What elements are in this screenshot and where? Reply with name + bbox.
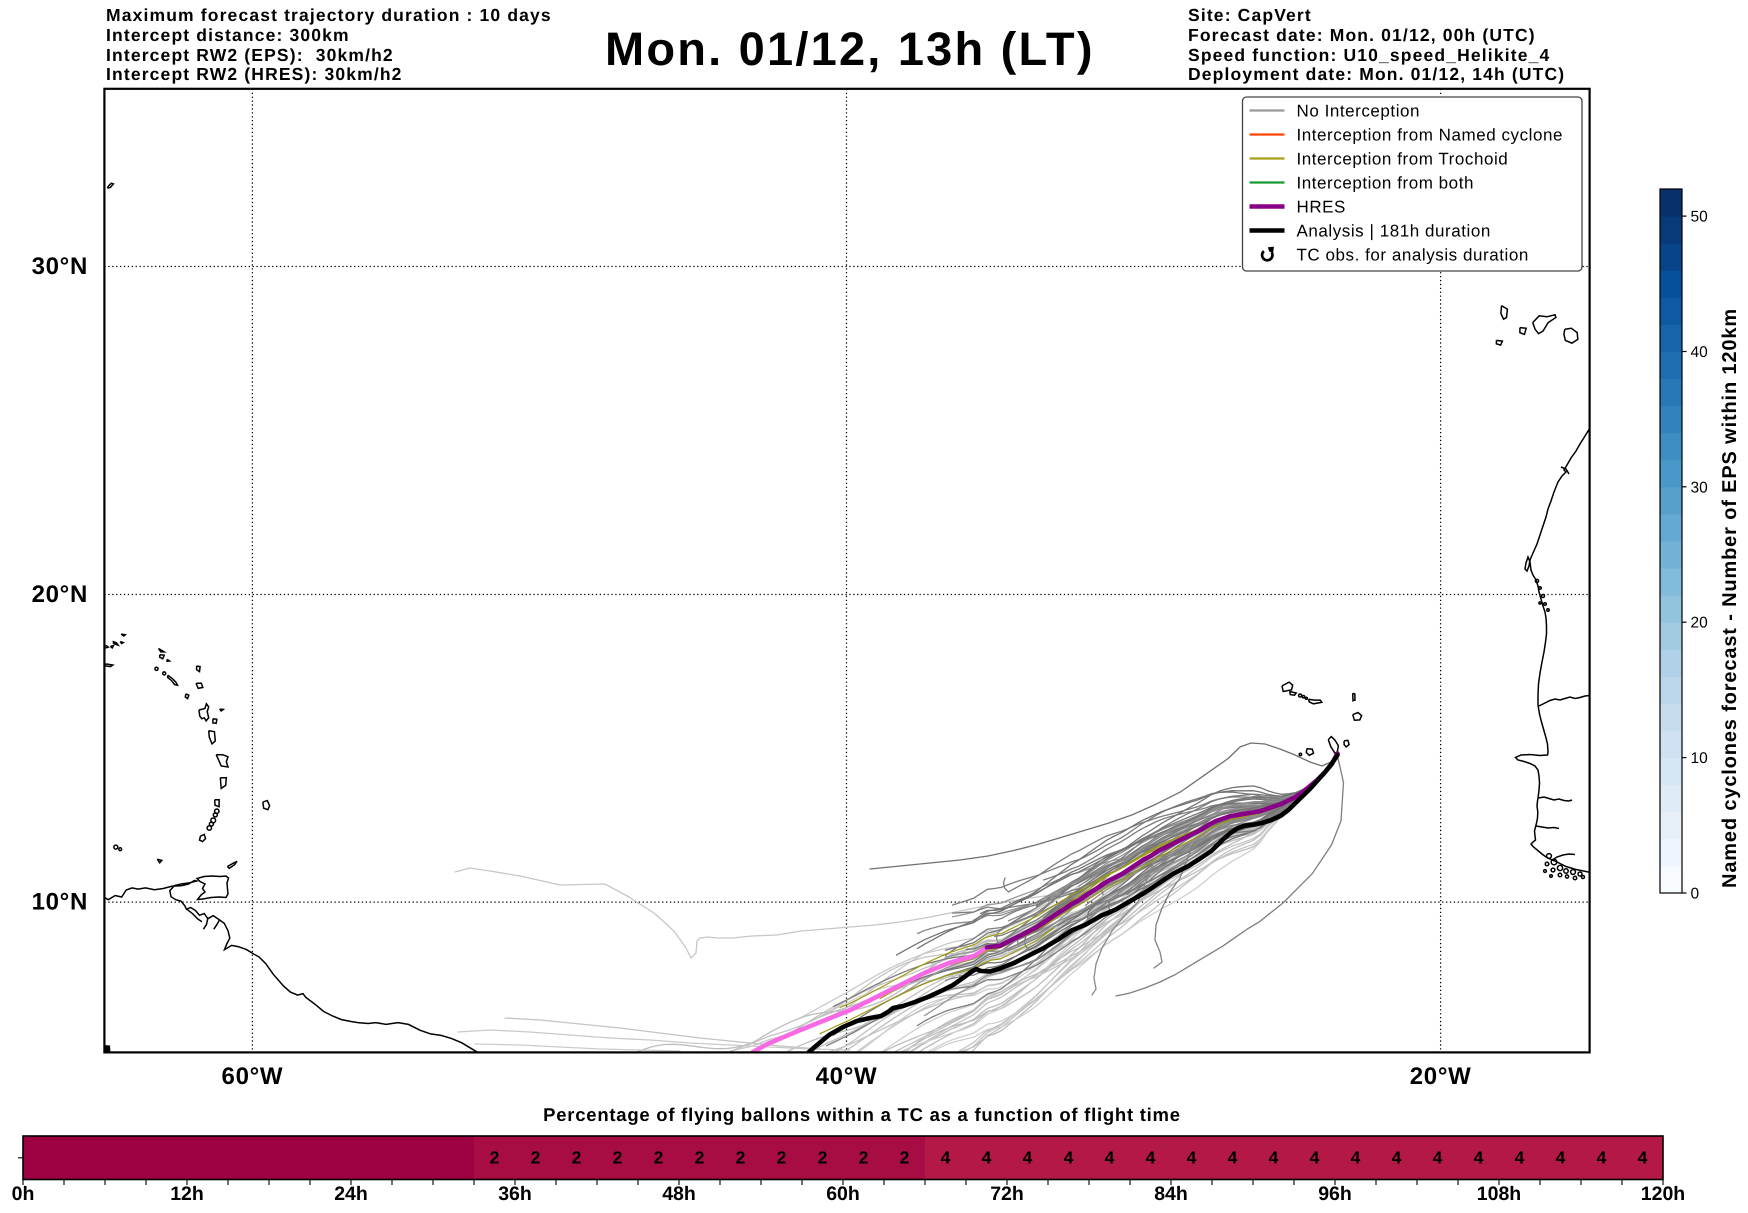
- svg-text:0h: 0h: [12, 1183, 35, 1205]
- svg-text:40°W: 40°W: [816, 1063, 878, 1090]
- svg-text:2: 2: [613, 1148, 623, 1168]
- svg-text:108h: 108h: [1477, 1183, 1521, 1205]
- svg-text:2: 2: [900, 1148, 910, 1168]
- svg-text:20°W: 20°W: [1410, 1063, 1472, 1090]
- svg-text:Interception from both: Interception from both: [1297, 174, 1474, 193]
- svg-text:2: 2: [572, 1148, 582, 1168]
- svg-text:12h: 12h: [170, 1183, 204, 1205]
- svg-text:4: 4: [1351, 1148, 1361, 1168]
- svg-text:4: 4: [1146, 1148, 1156, 1168]
- svg-text:Interception from Trochoid: Interception from Trochoid: [1297, 150, 1509, 169]
- svg-text:0: 0: [1691, 886, 1700, 903]
- svg-text:20: 20: [1691, 615, 1709, 632]
- svg-text:Analysis | 181h duration: Analysis | 181h duration: [1297, 222, 1491, 241]
- svg-text:2: 2: [818, 1148, 828, 1168]
- svg-text:2: 2: [695, 1148, 705, 1168]
- svg-text:24h: 24h: [334, 1183, 368, 1205]
- svg-text:84h: 84h: [1154, 1183, 1188, 1205]
- svg-text:60h: 60h: [826, 1183, 860, 1205]
- svg-text:4: 4: [1392, 1148, 1402, 1168]
- svg-text:2: 2: [859, 1148, 869, 1168]
- svg-text:30°N: 30°N: [32, 253, 88, 280]
- svg-text:4: 4: [1433, 1148, 1443, 1168]
- svg-text:Named cyclones forecast - Numb: Named cyclones forecast - Number of EPS …: [1719, 308, 1741, 888]
- svg-text:36h: 36h: [498, 1183, 532, 1205]
- svg-text:4: 4: [1597, 1148, 1607, 1168]
- svg-text:2: 2: [531, 1148, 541, 1168]
- svg-text:30: 30: [1691, 479, 1709, 496]
- svg-text:4: 4: [1064, 1148, 1074, 1168]
- svg-text:50: 50: [1691, 209, 1709, 226]
- svg-text:20°N: 20°N: [32, 581, 88, 608]
- svg-text:2: 2: [736, 1148, 746, 1168]
- svg-text:4: 4: [941, 1148, 951, 1168]
- svg-text:4: 4: [1310, 1148, 1320, 1168]
- svg-text:120h: 120h: [1641, 1183, 1685, 1205]
- svg-text:4: 4: [1515, 1148, 1525, 1168]
- svg-text:No Interception: No Interception: [1297, 102, 1421, 121]
- svg-text:4: 4: [1187, 1148, 1197, 1168]
- svg-text:96h: 96h: [1318, 1183, 1352, 1205]
- svg-text:2: 2: [777, 1148, 787, 1168]
- svg-text:Interception from Named cyclon: Interception from Named cyclone: [1297, 126, 1564, 145]
- svg-text:72h: 72h: [990, 1183, 1024, 1205]
- svg-text:48h: 48h: [662, 1183, 696, 1205]
- svg-text:4: 4: [1023, 1148, 1033, 1168]
- svg-text:10: 10: [1691, 750, 1709, 767]
- svg-text:4: 4: [1556, 1148, 1566, 1168]
- svg-text:2: 2: [490, 1148, 500, 1168]
- svg-text:HRES: HRES: [1297, 198, 1346, 217]
- svg-text:4: 4: [1474, 1148, 1484, 1168]
- svg-text:4: 4: [1638, 1148, 1648, 1168]
- svg-text:4: 4: [1228, 1148, 1238, 1168]
- svg-text:4: 4: [1269, 1148, 1279, 1168]
- svg-text:40: 40: [1691, 344, 1709, 361]
- svg-text:2: 2: [654, 1148, 664, 1168]
- svg-text:4: 4: [1105, 1148, 1115, 1168]
- svg-text:10°N: 10°N: [32, 889, 88, 916]
- svg-text:60°W: 60°W: [222, 1063, 284, 1090]
- svg-text:TC obs. for analysis duration: TC obs. for analysis duration: [1297, 246, 1529, 265]
- svg-text:4: 4: [982, 1148, 992, 1168]
